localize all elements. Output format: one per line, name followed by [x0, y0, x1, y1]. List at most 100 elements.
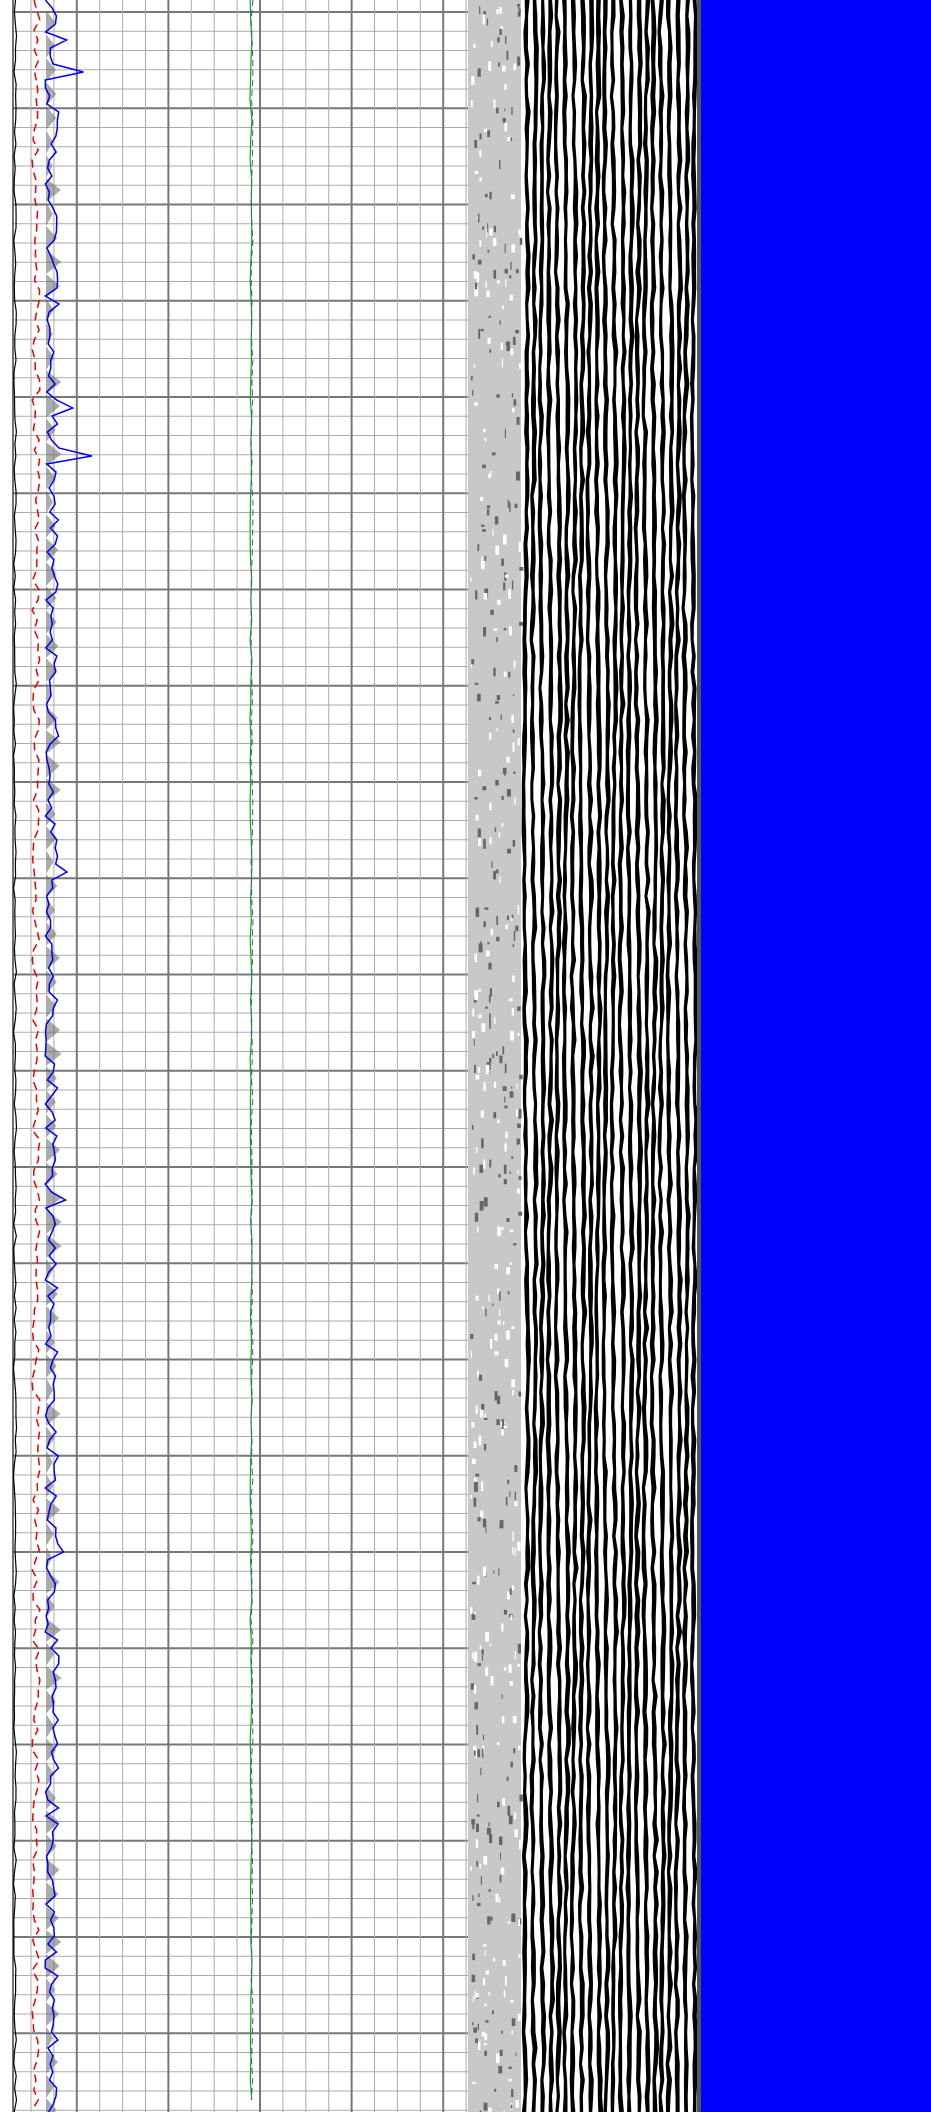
vdl-stripe [529, 0, 539, 2112]
speckle [509, 502, 511, 512]
speckle [496, 107, 499, 114]
fill-pattern [46, 1666, 62, 1690]
speckle [481, 1023, 486, 1032]
speckle [502, 1046, 505, 1055]
speckle [509, 1680, 513, 1686]
speckle [474, 1750, 476, 1756]
speckle [515, 925, 519, 932]
speckle [476, 1860, 478, 1867]
speckle [500, 1867, 505, 1875]
speckle [498, 1231, 502, 1235]
speckle [500, 10, 502, 14]
speckle [501, 358, 504, 368]
speckle [504, 243, 506, 254]
speckle [480, 1510, 484, 1518]
speckle [508, 671, 511, 678]
speckle [496, 1419, 500, 1426]
speckle [486, 505, 491, 509]
speckle [517, 1643, 522, 1654]
speckle [474, 402, 478, 406]
speckle [480, 1767, 482, 1776]
vdl-image [470, 0, 700, 2112]
speckle [488, 61, 492, 71]
speckle [515, 2100, 519, 2108]
fill-pattern [46, 274, 61, 298]
speckle [519, 1074, 523, 1080]
speckle [489, 802, 492, 811]
red-dashed-curve [31, 0, 41, 2111]
speckle [504, 1975, 507, 1986]
speckle [483, 1944, 487, 1947]
speckle [511, 1008, 514, 1016]
speckle [511, 714, 514, 723]
vdl-stripe [545, 0, 556, 2112]
speckle [501, 1694, 503, 1699]
speckle [473, 2027, 477, 2033]
speckle [473, 1685, 477, 1694]
speckle [485, 1064, 490, 1075]
speckle [483, 11, 487, 15]
speckle [474, 282, 478, 290]
speckle [477, 1575, 480, 1585]
black-curve [12, 0, 18, 2112]
speckle [505, 342, 508, 346]
speckle [491, 452, 496, 456]
fill-pattern [46, 1642, 55, 1666]
speckle [479, 1374, 483, 1381]
speckle [476, 1749, 481, 1758]
speckle [501, 1419, 505, 1429]
speckle [482, 786, 487, 791]
speckle [487, 1916, 491, 1925]
speckle [509, 1229, 514, 1233]
speckle [507, 1291, 510, 1295]
purple-curve [250, 0, 254, 2101]
speckle [513, 1748, 516, 1754]
speckle [516, 1138, 519, 1145]
speckle [484, 437, 487, 442]
speckle [509, 137, 513, 142]
speckle [492, 528, 494, 536]
speckle [476, 1793, 479, 1803]
speckle [485, 1308, 487, 1317]
speckle [474, 1064, 476, 1073]
speckle [493, 1570, 495, 1574]
speckle [493, 1957, 496, 1962]
speckle [496, 1119, 500, 1123]
speckle [485, 1006, 488, 1009]
speckle [511, 393, 514, 398]
speckle [473, 1651, 478, 1662]
speckle [475, 1295, 479, 1301]
speckle [502, 305, 504, 310]
speckle [483, 593, 488, 600]
speckle [517, 1918, 520, 1926]
speckle [493, 99, 496, 109]
speckle [511, 580, 514, 590]
speckle [516, 416, 520, 425]
speckle [505, 279, 507, 287]
speckle [470, 1333, 474, 1340]
speckle [501, 795, 504, 801]
speckle [514, 1547, 516, 1557]
speckle [473, 1039, 475, 1046]
speckle [516, 1109, 521, 1117]
fill-pattern [46, 1690, 56, 1714]
speckle [484, 555, 487, 562]
speckle [504, 121, 508, 132]
curves [12, 0, 254, 2112]
speckle [474, 140, 478, 148]
speckle [515, 329, 519, 334]
speckle [478, 838, 481, 847]
vdl-stripe [601, 0, 611, 2112]
speckle [499, 1852, 502, 1860]
speckle [474, 1482, 478, 1492]
speckle [480, 1110, 485, 1118]
vdl-stripe [561, 0, 571, 2112]
speckle [519, 1794, 523, 1802]
fill-pattern [46, 346, 55, 370]
speckle [503, 1425, 508, 1429]
speckle [507, 1921, 511, 1924]
speckle [474, 1702, 479, 1710]
fill-pattern [46, 634, 59, 658]
speckle [513, 65, 516, 71]
